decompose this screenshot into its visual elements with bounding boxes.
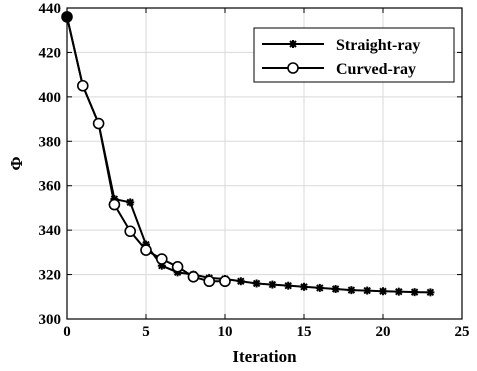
straight-ray-point — [394, 287, 403, 296]
asterisk-core — [317, 285, 322, 291]
curved-ray-point — [124, 225, 136, 238]
x-tick-label: 25 — [455, 324, 470, 340]
y-tick-label: 360 — [39, 179, 62, 195]
y-axis-title: Φ — [7, 156, 26, 170]
straight-ray-point — [289, 40, 297, 48]
curved-ray-point — [156, 253, 168, 265]
asterisk-core — [333, 286, 338, 292]
asterisk-core — [128, 200, 133, 205]
x-tick-label: 0 — [63, 324, 71, 340]
x-tick-label: 15 — [297, 324, 312, 340]
curved-ray-point — [287, 62, 299, 74]
asterisk-core — [380, 289, 386, 294]
straight-ray-point — [126, 198, 135, 207]
series-layer — [61, 11, 435, 297]
y-tick-label: 320 — [39, 268, 62, 284]
curved-ray-point — [140, 244, 152, 256]
curved-ray-point — [171, 260, 184, 273]
straight-ray-point — [331, 285, 340, 294]
straight-ray-point — [363, 286, 372, 295]
legend-box — [253, 27, 455, 83]
asterisk-core — [238, 279, 243, 284]
asterisk-core — [428, 290, 433, 295]
straight-ray-point — [426, 288, 435, 297]
x-axis-title: Iteration — [232, 347, 297, 366]
y-tick-label: 400 — [39, 90, 62, 106]
asterisk-core — [254, 281, 259, 286]
straight-ray-point — [284, 281, 293, 290]
x-tick-label: 10 — [218, 324, 233, 340]
asterisk-core — [349, 287, 354, 293]
tick-labels: 0 5 10 15 20 25 300 320 340 360 380 400 420 440 — [39, 1, 470, 340]
straight-ray-point — [379, 287, 387, 296]
asterisk-core — [290, 41, 296, 47]
legend-curved-ray-label: Curved-ray — [336, 61, 416, 78]
asterisk-core — [286, 283, 291, 288]
asterisk-core — [270, 282, 275, 287]
y-tick-label: 440 — [39, 1, 62, 17]
asterisk-core — [365, 288, 370, 293]
curved-ray-point — [77, 79, 89, 92]
y-tick-label: 380 — [39, 134, 62, 150]
y-tick-label: 300 — [39, 312, 62, 328]
x-tick-label: 5 — [142, 324, 150, 340]
straight-ray-point — [410, 288, 419, 297]
asterisk-core — [412, 289, 417, 295]
straight-ray-point — [236, 277, 245, 286]
x-tick-label: 20 — [376, 324, 391, 340]
curved-ray-point — [92, 117, 105, 130]
straight-ray-point — [300, 282, 308, 291]
curved-ray-point — [187, 270, 200, 283]
asterisk-core — [396, 289, 401, 294]
straight-ray-point — [268, 280, 277, 289]
curved-ray-point — [219, 275, 231, 288]
y-tick-label: 420 — [39, 45, 62, 61]
straight-ray-point — [347, 286, 356, 295]
legend: Straight-ray Curved-ray — [253, 27, 455, 83]
straight-ray-point — [315, 283, 324, 292]
curved-ray-point — [108, 198, 121, 211]
legend-straight-ray-label: Straight-ray — [336, 37, 420, 54]
asterisk-core — [301, 284, 307, 289]
straight-ray-point — [252, 279, 261, 288]
curved-ray-point — [203, 275, 215, 288]
legend-entries: Straight-ray Curved-ray — [262, 37, 420, 78]
y-tick-label: 340 — [39, 223, 62, 239]
plot-area-frame — [66, 7, 463, 320]
